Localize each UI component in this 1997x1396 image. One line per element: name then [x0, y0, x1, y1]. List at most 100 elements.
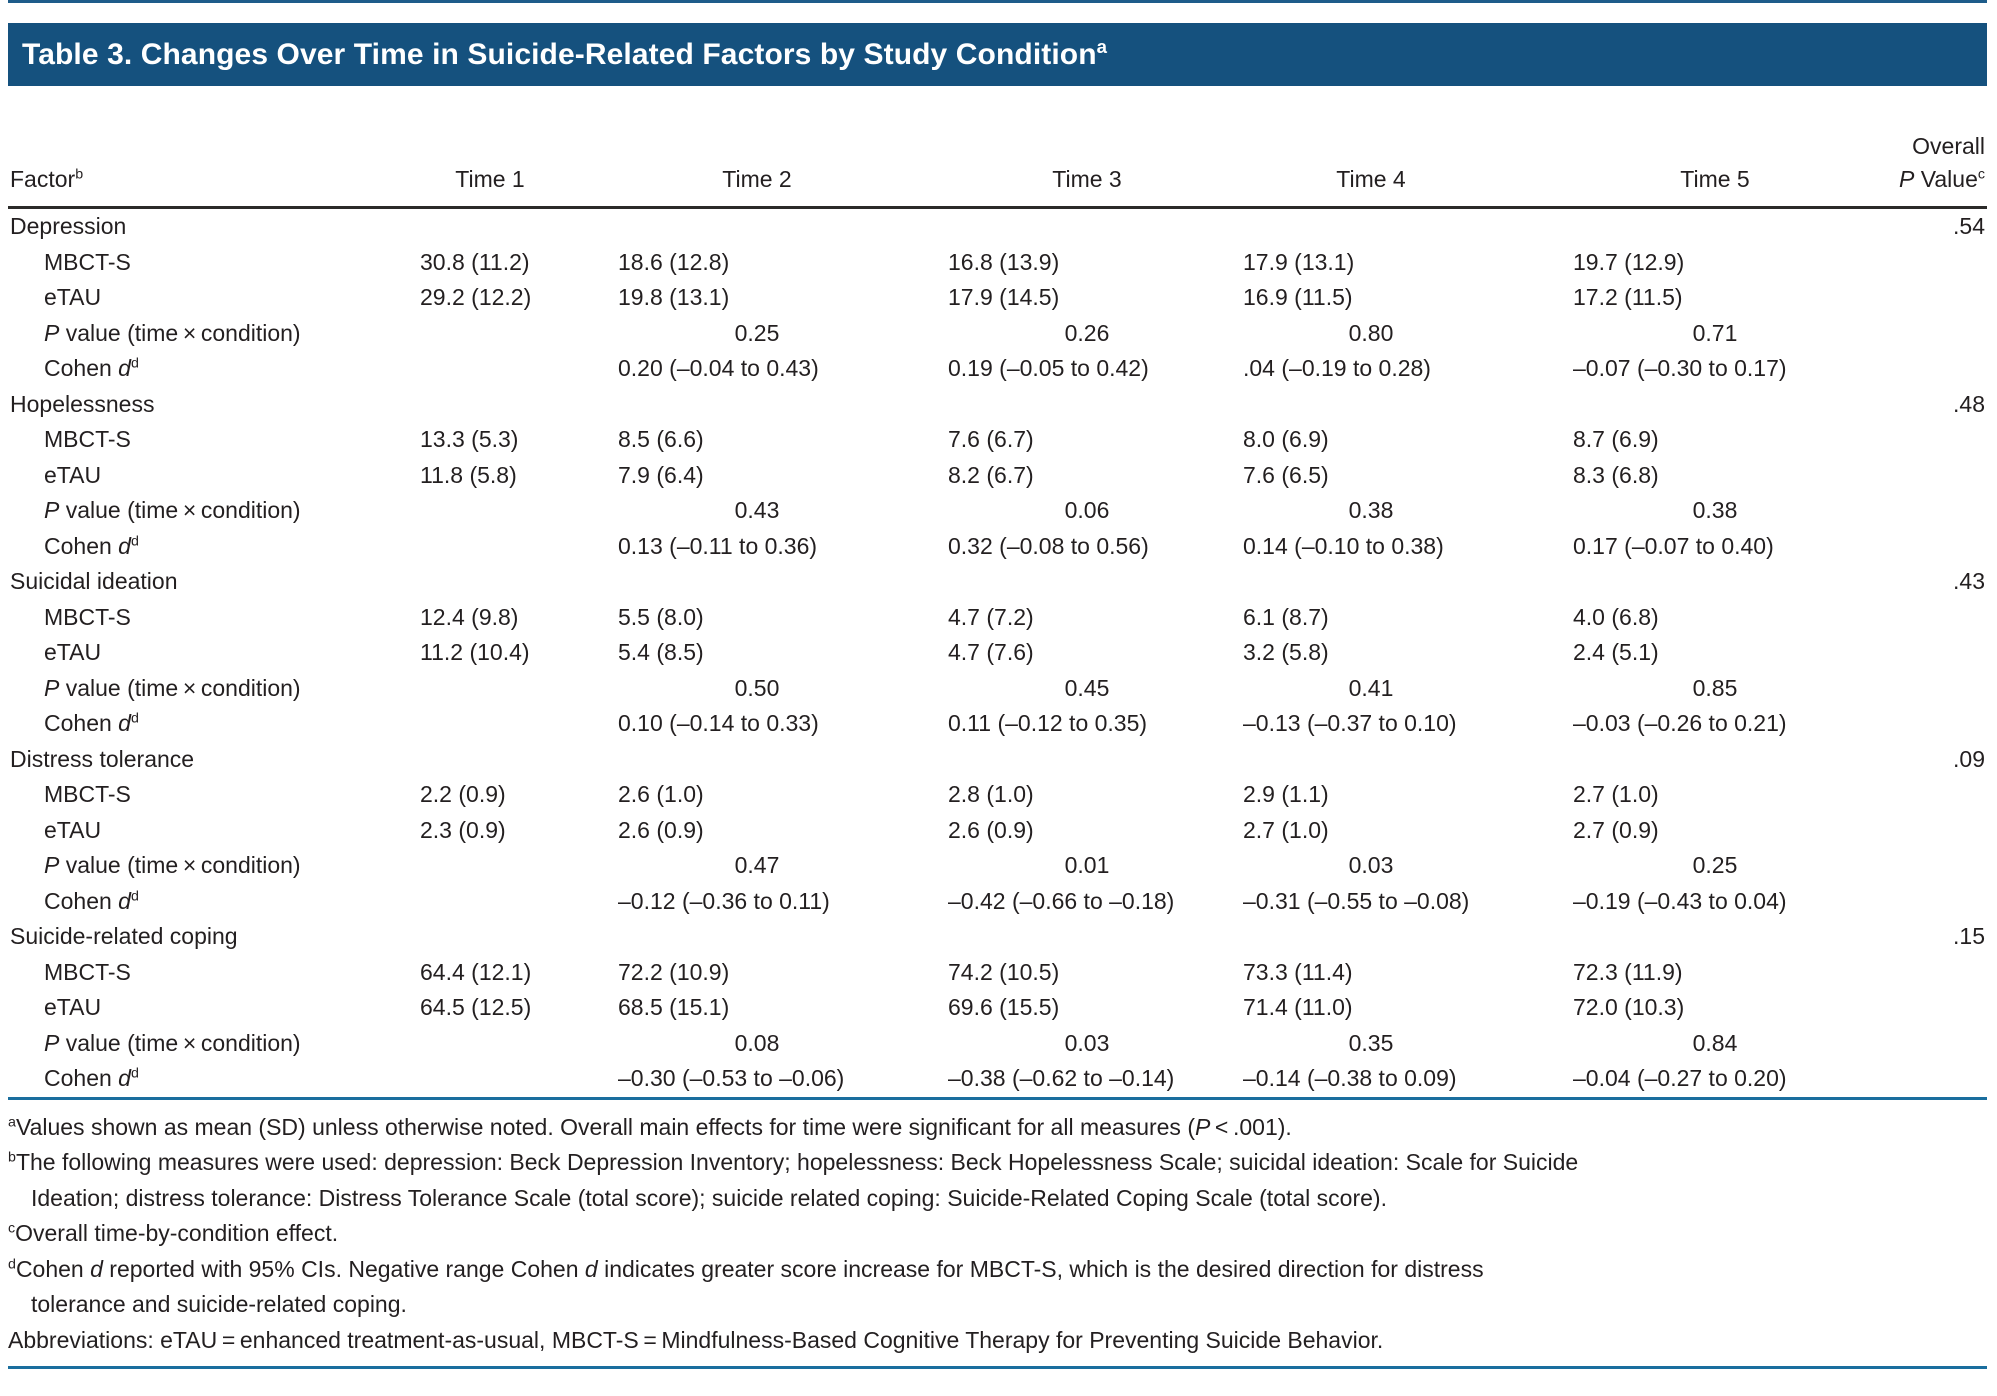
time-cell: 0.84	[1573, 1026, 1878, 1062]
cell-value: 8.5 (6.6)	[618, 426, 704, 453]
cell-value: 69.6 (15.5)	[948, 994, 1060, 1021]
overall-p-cell	[1878, 848, 1987, 884]
cell-value: 73.3 (11.4)	[1243, 958, 1353, 985]
time-cell: 0.41	[1243, 671, 1573, 707]
factor-sub-cell: eTAU	[44, 816, 102, 843]
time-cell: –0.07 (–0.30 to 0.17)	[1573, 351, 1878, 387]
cell-value: 3.2 (5.8)	[1243, 639, 1329, 666]
cell-value: –0.42 (–0.66 to –0.18)	[948, 887, 1175, 914]
time-cell	[420, 1026, 618, 1062]
cell-value: 0.03	[1064, 1029, 1110, 1056]
cell-value: 12.4 (9.8)	[420, 603, 519, 630]
cell-value: 19.8 (13.1)	[618, 284, 730, 311]
time-cell: 0.25	[618, 316, 948, 352]
factor-sub-cell: P value (time × condition)	[44, 497, 301, 524]
cell-value: 4.0 (6.8)	[1573, 603, 1659, 630]
table-row: Cohen dd –0.12 (–0.36 to 0.11) –0.42 (–0.6…	[8, 884, 1987, 920]
cell-value: 0.13 (–0.11 to 0.36)	[618, 532, 818, 559]
cell-value: 0.80	[1348, 319, 1394, 346]
cell-value: 2.7 (1.0)	[1573, 781, 1659, 808]
time-cell: 69.6 (15.5)	[948, 990, 1243, 1026]
time-cell: 0.45	[948, 671, 1243, 707]
time-cell: .04 (–0.19 to 0.28)	[1243, 351, 1573, 387]
overall-p-cell	[1878, 1061, 1987, 1098]
time-cell: 0.06	[948, 493, 1243, 529]
overall-p-cell	[1878, 316, 1987, 352]
factor-sub-cell: MBCT-S	[44, 958, 131, 985]
time-cell: 4.7 (7.6)	[948, 635, 1243, 671]
time-cell: 0.43	[618, 493, 948, 529]
cell-value: 2.8 (1.0)	[948, 781, 1034, 808]
cell-value: 5.4 (8.5)	[618, 639, 704, 666]
time-cell: –0.19 (–0.43 to 0.04)	[1573, 884, 1878, 920]
time-cell: 0.08	[618, 1026, 948, 1062]
cell-value: 0.03	[1348, 852, 1394, 879]
time-cell	[420, 316, 618, 352]
col-header-label: Time 4	[1336, 166, 1406, 192]
time-cell: 7.6 (6.7)	[948, 422, 1243, 458]
footnote-a: aValues shown as mean (SD) unless otherw…	[8, 1113, 1292, 1140]
time-cell: 0.47	[618, 848, 948, 884]
factor-group-cell: Suicide-related coping	[10, 923, 238, 950]
time-cell: 2.2 (0.9)	[420, 777, 618, 813]
time-cell	[420, 529, 618, 565]
time-cell: 0.85	[1573, 671, 1878, 707]
cell-value: –0.13 (–0.37 to 0.10)	[1243, 710, 1457, 737]
factor-group-cell: Depression	[10, 213, 127, 240]
table-body: Depression .54 MBCT-S 30.8 (11.2) 18.6 (12.8…	[8, 208, 1987, 1099]
time-cell: 30.8 (11.2)	[420, 245, 618, 281]
cell-value: –0.31 (–0.55 to –0.08)	[1243, 887, 1470, 914]
time-cell: –0.30 (–0.53 to –0.06)	[618, 1061, 948, 1098]
table-row: MBCT-S 2.2 (0.9) 2.6 (1.0) 2.8 (1.0) 2.9 (1.…	[8, 777, 1987, 813]
time-cell: –0.38 (–0.62 to –0.14)	[948, 1061, 1243, 1098]
time-cell: 19.8 (13.1)	[618, 280, 948, 316]
table-title: Table 3. Changes Over Time in Suicide-Re…	[22, 35, 1108, 71]
time-cell: 2.3 (0.9)	[420, 813, 618, 849]
cell-value: 6.1 (8.7)	[1243, 603, 1329, 630]
time-cell: 73.3 (11.4)	[1243, 955, 1573, 991]
spacer-cell	[420, 208, 1878, 245]
cell-value: 71.4 (11.0)	[1243, 994, 1353, 1021]
cell-value: 0.26	[1064, 319, 1110, 346]
cell-value: 11.2 (10.4)	[420, 639, 530, 666]
time-cell: –0.12 (–0.36 to 0.11)	[618, 884, 948, 920]
header-row: Factorb Time 1 Time 2 Time 3 Time 4 Time 5 Ove…	[8, 86, 1987, 209]
time-cell: 29.2 (12.2)	[420, 280, 618, 316]
overall-p-cell: .48	[1953, 390, 1985, 417]
footnote-d: dCohen d reported with 95% CIs. Negative…	[8, 1255, 1484, 1318]
cell-value: 18.6 (12.8)	[618, 248, 730, 275]
cell-value: 7.6 (6.5)	[1243, 461, 1329, 488]
cell-value: 0.08	[734, 1029, 780, 1056]
factor-sub-cell: eTAU	[44, 284, 102, 311]
overall-p-cell	[1878, 600, 1987, 636]
time-cell: –0.42 (–0.66 to –0.18)	[948, 884, 1243, 920]
time-cell: 0.01	[948, 848, 1243, 884]
time-cell: 72.2 (10.9)	[618, 955, 948, 991]
cell-value: 8.7 (6.9)	[1573, 426, 1659, 453]
spacer-cell	[420, 387, 1878, 423]
time-cell: 17.9 (13.1)	[1243, 245, 1573, 281]
time-cell: 0.35	[1243, 1026, 1573, 1062]
factor-sub-cell: eTAU	[44, 461, 102, 488]
time-cell: 4.7 (7.2)	[948, 600, 1243, 636]
cell-value: 0.17 (–0.07 to 0.40)	[1573, 532, 1774, 559]
col-header-label: Time 1	[455, 166, 525, 192]
time-cell: 72.0 (10.3)	[1573, 990, 1878, 1026]
cell-value: 2.6 (1.0)	[618, 781, 704, 808]
time-cell: 64.5 (12.5)	[420, 990, 618, 1026]
time-cell: 8.2 (6.7)	[948, 458, 1243, 494]
cell-value: 0.25	[1692, 852, 1738, 879]
cell-value: 4.7 (7.2)	[948, 603, 1034, 630]
footnote-b: bThe following measures were used: depre…	[8, 1149, 1579, 1211]
cell-value: 17.9 (13.1)	[1243, 248, 1355, 275]
time-cell: 17.9 (14.5)	[948, 280, 1243, 316]
table-row: Cohen dd 0.20 (–0.04 to 0.43) 0.19 (–0.05 …	[8, 351, 1987, 387]
cell-value: 30.8 (11.2)	[420, 248, 530, 275]
table-row: MBCT-S 12.4 (9.8) 5.5 (8.0) 4.7 (7.2) 6.1 (8…	[8, 600, 1987, 636]
time-cell: 0.13 (–0.11 to 0.36)	[618, 529, 948, 565]
time-cell: –0.13 (–0.37 to 0.10)	[1243, 706, 1573, 742]
overall-p-cell: .09	[1953, 745, 1985, 772]
overall-p-cell	[1878, 884, 1987, 920]
cell-value: 2.7 (1.0)	[1243, 816, 1329, 843]
time-cell: 13.3 (5.3)	[420, 422, 618, 458]
